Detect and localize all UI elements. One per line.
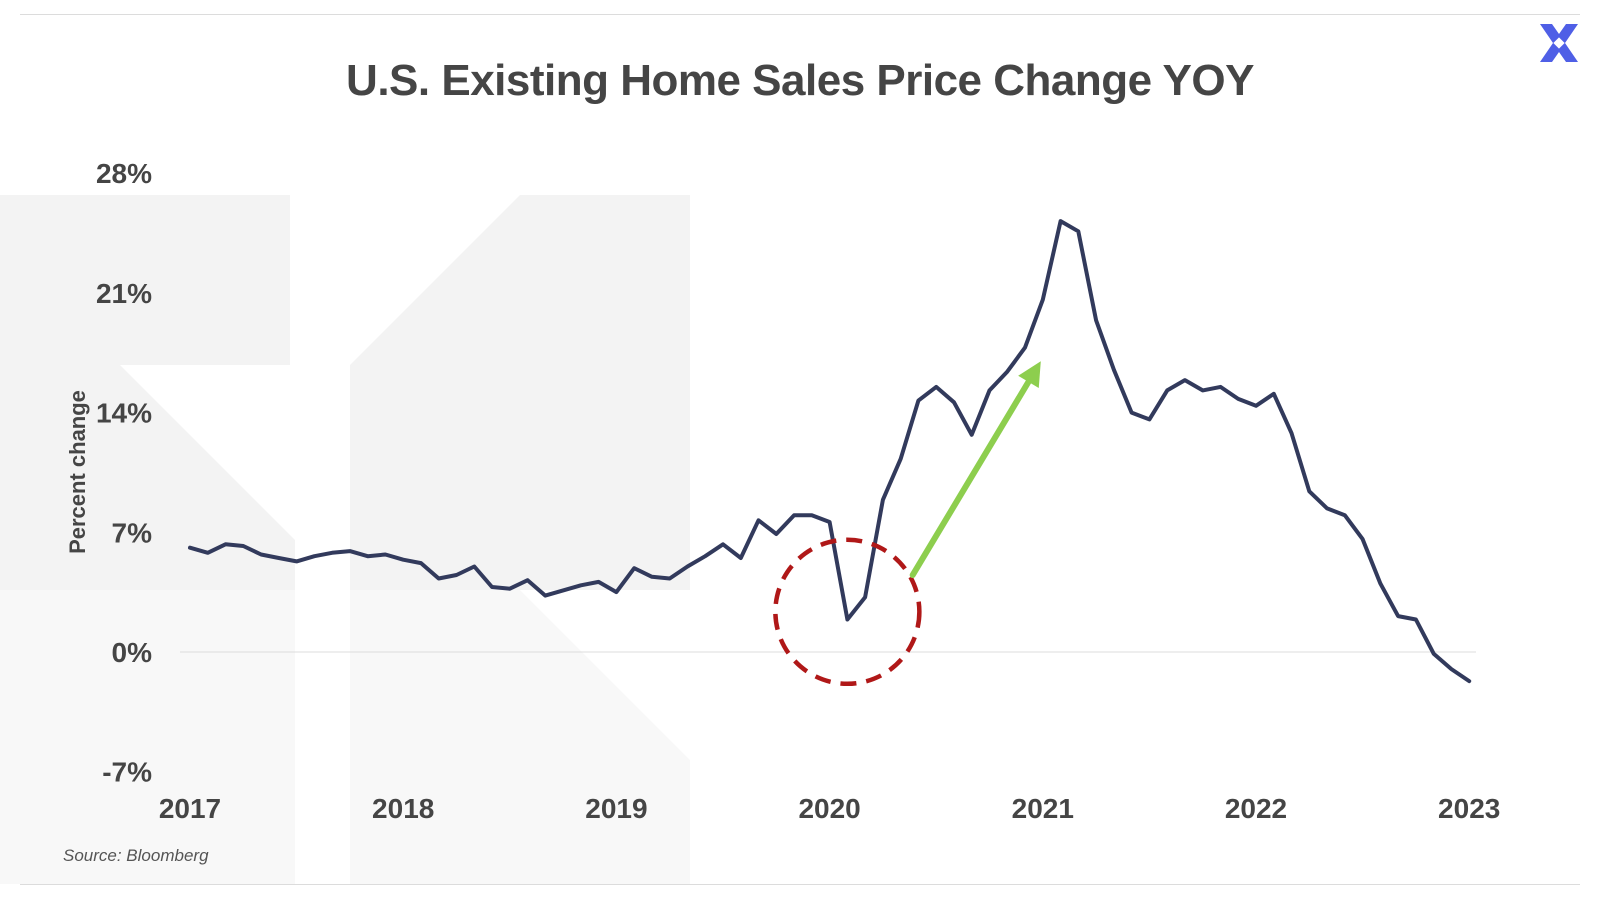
y-tick-label: 7% [112,517,153,548]
bottom-divider [20,884,1580,885]
y-tick-label: 28% [96,158,152,189]
watermark-block-2 [0,365,295,590]
top-divider [20,14,1580,15]
brand-x-logo-icon [1540,24,1578,62]
x-tick-label: 2018 [372,793,434,824]
y-tick-label: -7% [102,757,152,788]
y-axis-ticks: 28% 21% 14% 7% 0% -7% [96,158,152,788]
annotation-green-arrow [909,361,1041,579]
x-tick-label: 2022 [1225,793,1287,824]
x-tick-label: 2023 [1438,793,1500,824]
chart-title: U.S. Existing Home Sales Price Change YO… [346,56,1254,105]
x-axis-ticks: 2017 2018 2019 2020 2021 2022 2023 [159,793,1500,824]
annotation-dashed-circle [773,537,922,687]
watermark-block-1 [0,195,290,365]
x-tick-label: 2019 [585,793,647,824]
arrow-head [1018,361,1041,389]
x-tick-label: 2020 [798,793,860,824]
watermark-block-3 [350,195,690,590]
background-watermark [0,195,690,884]
x-tick-label: 2021 [1012,793,1074,824]
arrow-shaft [909,378,1032,579]
series-line-price-change [188,219,1472,684]
watermark-block-5 [350,590,690,884]
source-note: Source: Bloomberg [63,846,209,865]
y-axis-label: Percent change [65,390,90,554]
y-tick-label: 14% [96,398,152,429]
x-tick-label: 2017 [159,793,221,824]
y-tick-label: 0% [112,637,153,668]
watermark-block-4 [0,590,295,884]
y-tick-label: 21% [96,278,152,309]
